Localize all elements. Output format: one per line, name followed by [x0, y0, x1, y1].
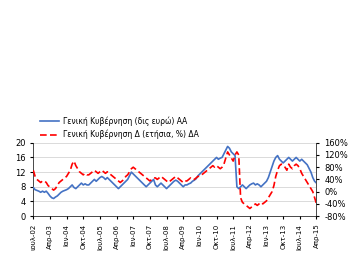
Legend: Γενική Κυβέρνηση (δις ευρώ) ΑΑ, Γενική Κυβέρνηση Δ (ετήσια, %) ΔΑ: Γενική Κυβέρνηση (δις ευρώ) ΑΑ, Γενική Κ…	[37, 114, 202, 143]
